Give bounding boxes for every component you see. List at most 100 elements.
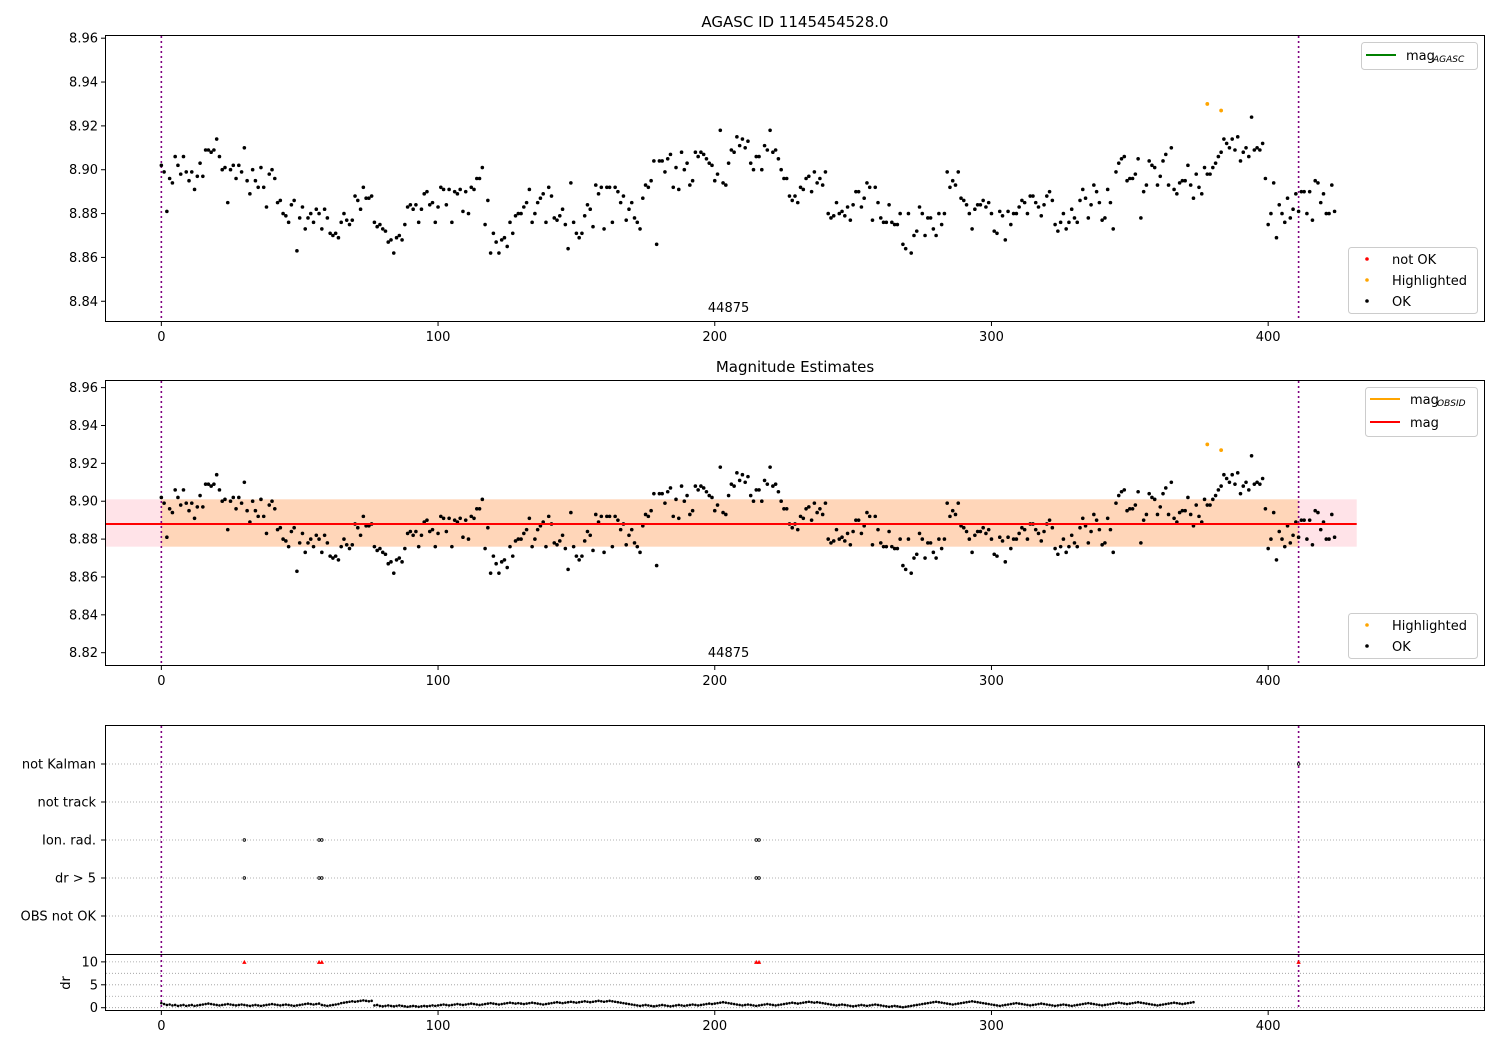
dr-point: [303, 1002, 307, 1006]
estimate-point: [571, 544, 576, 549]
estimate-point: [189, 501, 194, 505]
dr-point: [160, 1001, 163, 1005]
dr-point: [1053, 1004, 1057, 1008]
y-tick-label: 8.90: [69, 495, 98, 510]
legend-point-status: Highlighted OK: [1348, 613, 1478, 659]
dr-point: [846, 1004, 849, 1007]
mag-point: [757, 154, 761, 159]
dr-point: [829, 1003, 833, 1006]
mag-point: [1318, 200, 1323, 205]
estimate-point: [652, 491, 656, 496]
mag-point: [505, 244, 510, 249]
estimate-point: [1150, 495, 1154, 500]
flag-points: [242, 762, 1301, 880]
dr-point: [229, 1003, 232, 1006]
mag-point: [829, 216, 833, 220]
estimate-point: [159, 495, 164, 500]
mag-point: [544, 220, 548, 225]
y-tick-label: 8.96: [69, 32, 98, 47]
estimate-point: [754, 488, 759, 492]
mag-point: [1199, 192, 1204, 196]
dr-point: [187, 1004, 191, 1007]
mag-point: [643, 183, 648, 187]
estimate-point: [361, 514, 366, 519]
estimate-point: [223, 497, 227, 502]
dr-point: [862, 1004, 866, 1007]
y-axis-ticks: 0 5 10: [81, 955, 106, 1016]
x-tick-label: 200: [702, 1019, 727, 1034]
mag-point: [618, 200, 623, 205]
mag-point: [306, 216, 310, 220]
dr-point: [298, 1003, 301, 1007]
mag-point: [876, 200, 880, 205]
dr-point: [1059, 1003, 1062, 1007]
estimate-point: [1172, 516, 1176, 521]
estimate-point: [1105, 516, 1110, 521]
dr-point: [976, 1000, 979, 1004]
estimate-point: [917, 531, 922, 536]
dr-point: [1034, 1003, 1038, 1006]
dr-point: [389, 1004, 393, 1008]
mag-point: [721, 181, 725, 185]
mag-point: [295, 249, 299, 253]
estimate-point: [724, 512, 728, 517]
dr-point: [511, 1001, 515, 1005]
mag-point: [225, 200, 230, 205]
dr-point: [738, 1003, 741, 1007]
estimate-point: [1238, 491, 1243, 496]
estimate-point: [275, 527, 280, 532]
mag-point: [1086, 216, 1091, 220]
x-tick-label: 100: [426, 1019, 451, 1034]
dr-point: [547, 1002, 551, 1005]
mag-point: [840, 209, 844, 214]
mag-point: [541, 192, 545, 196]
mag-point: [1064, 227, 1068, 231]
estimate-point: [1086, 541, 1091, 545]
x-tick-label: 200: [702, 330, 727, 345]
dr-point: [209, 1002, 213, 1006]
estimate-point: [867, 514, 872, 519]
dr-point: [245, 1004, 249, 1007]
mag-point: [804, 176, 808, 181]
estimate-point: [618, 527, 623, 532]
estimate-point: [1155, 512, 1160, 517]
mag-point: [314, 207, 319, 211]
estimate-point: [209, 484, 213, 488]
dr-point: [301, 1003, 304, 1006]
mag-point: [267, 172, 272, 176]
mag-point: [1219, 150, 1223, 154]
mag-point: [887, 203, 891, 207]
dr-point: [478, 1003, 481, 1007]
mag-point: [261, 185, 266, 190]
dr-point: [267, 1003, 271, 1006]
estimate-point: [350, 542, 355, 547]
mag-point: [945, 170, 949, 174]
mag-point: [436, 205, 440, 209]
mag-point: [740, 137, 745, 141]
y-tick-label: 8.86: [69, 570, 98, 585]
dr-point: [821, 1001, 824, 1005]
legend-label: OK: [1392, 640, 1411, 655]
dr-point: [655, 1004, 658, 1008]
mag-point: [1224, 141, 1229, 146]
mag-point: [1327, 211, 1331, 216]
mag-point: [1282, 220, 1287, 225]
mag-point: [602, 227, 606, 231]
estimate-point: [198, 493, 202, 498]
mag-point: [176, 163, 180, 168]
estimate-point: [458, 516, 462, 521]
dr-point: [660, 1003, 664, 1007]
estimate-point: [201, 505, 205, 509]
mag-point: [967, 211, 972, 216]
estimate-point: [286, 544, 291, 549]
dr-point: [638, 1004, 642, 1008]
x-tick-label: 300: [979, 330, 1004, 345]
dr-point: [279, 1004, 282, 1007]
mag-point: [203, 148, 208, 152]
estimate-point: [344, 542, 349, 547]
dr-point: [411, 1004, 415, 1008]
mag-point: [189, 170, 194, 174]
mag-point: [690, 178, 695, 183]
mag-point: [948, 185, 952, 190]
mag-point: [397, 233, 402, 238]
